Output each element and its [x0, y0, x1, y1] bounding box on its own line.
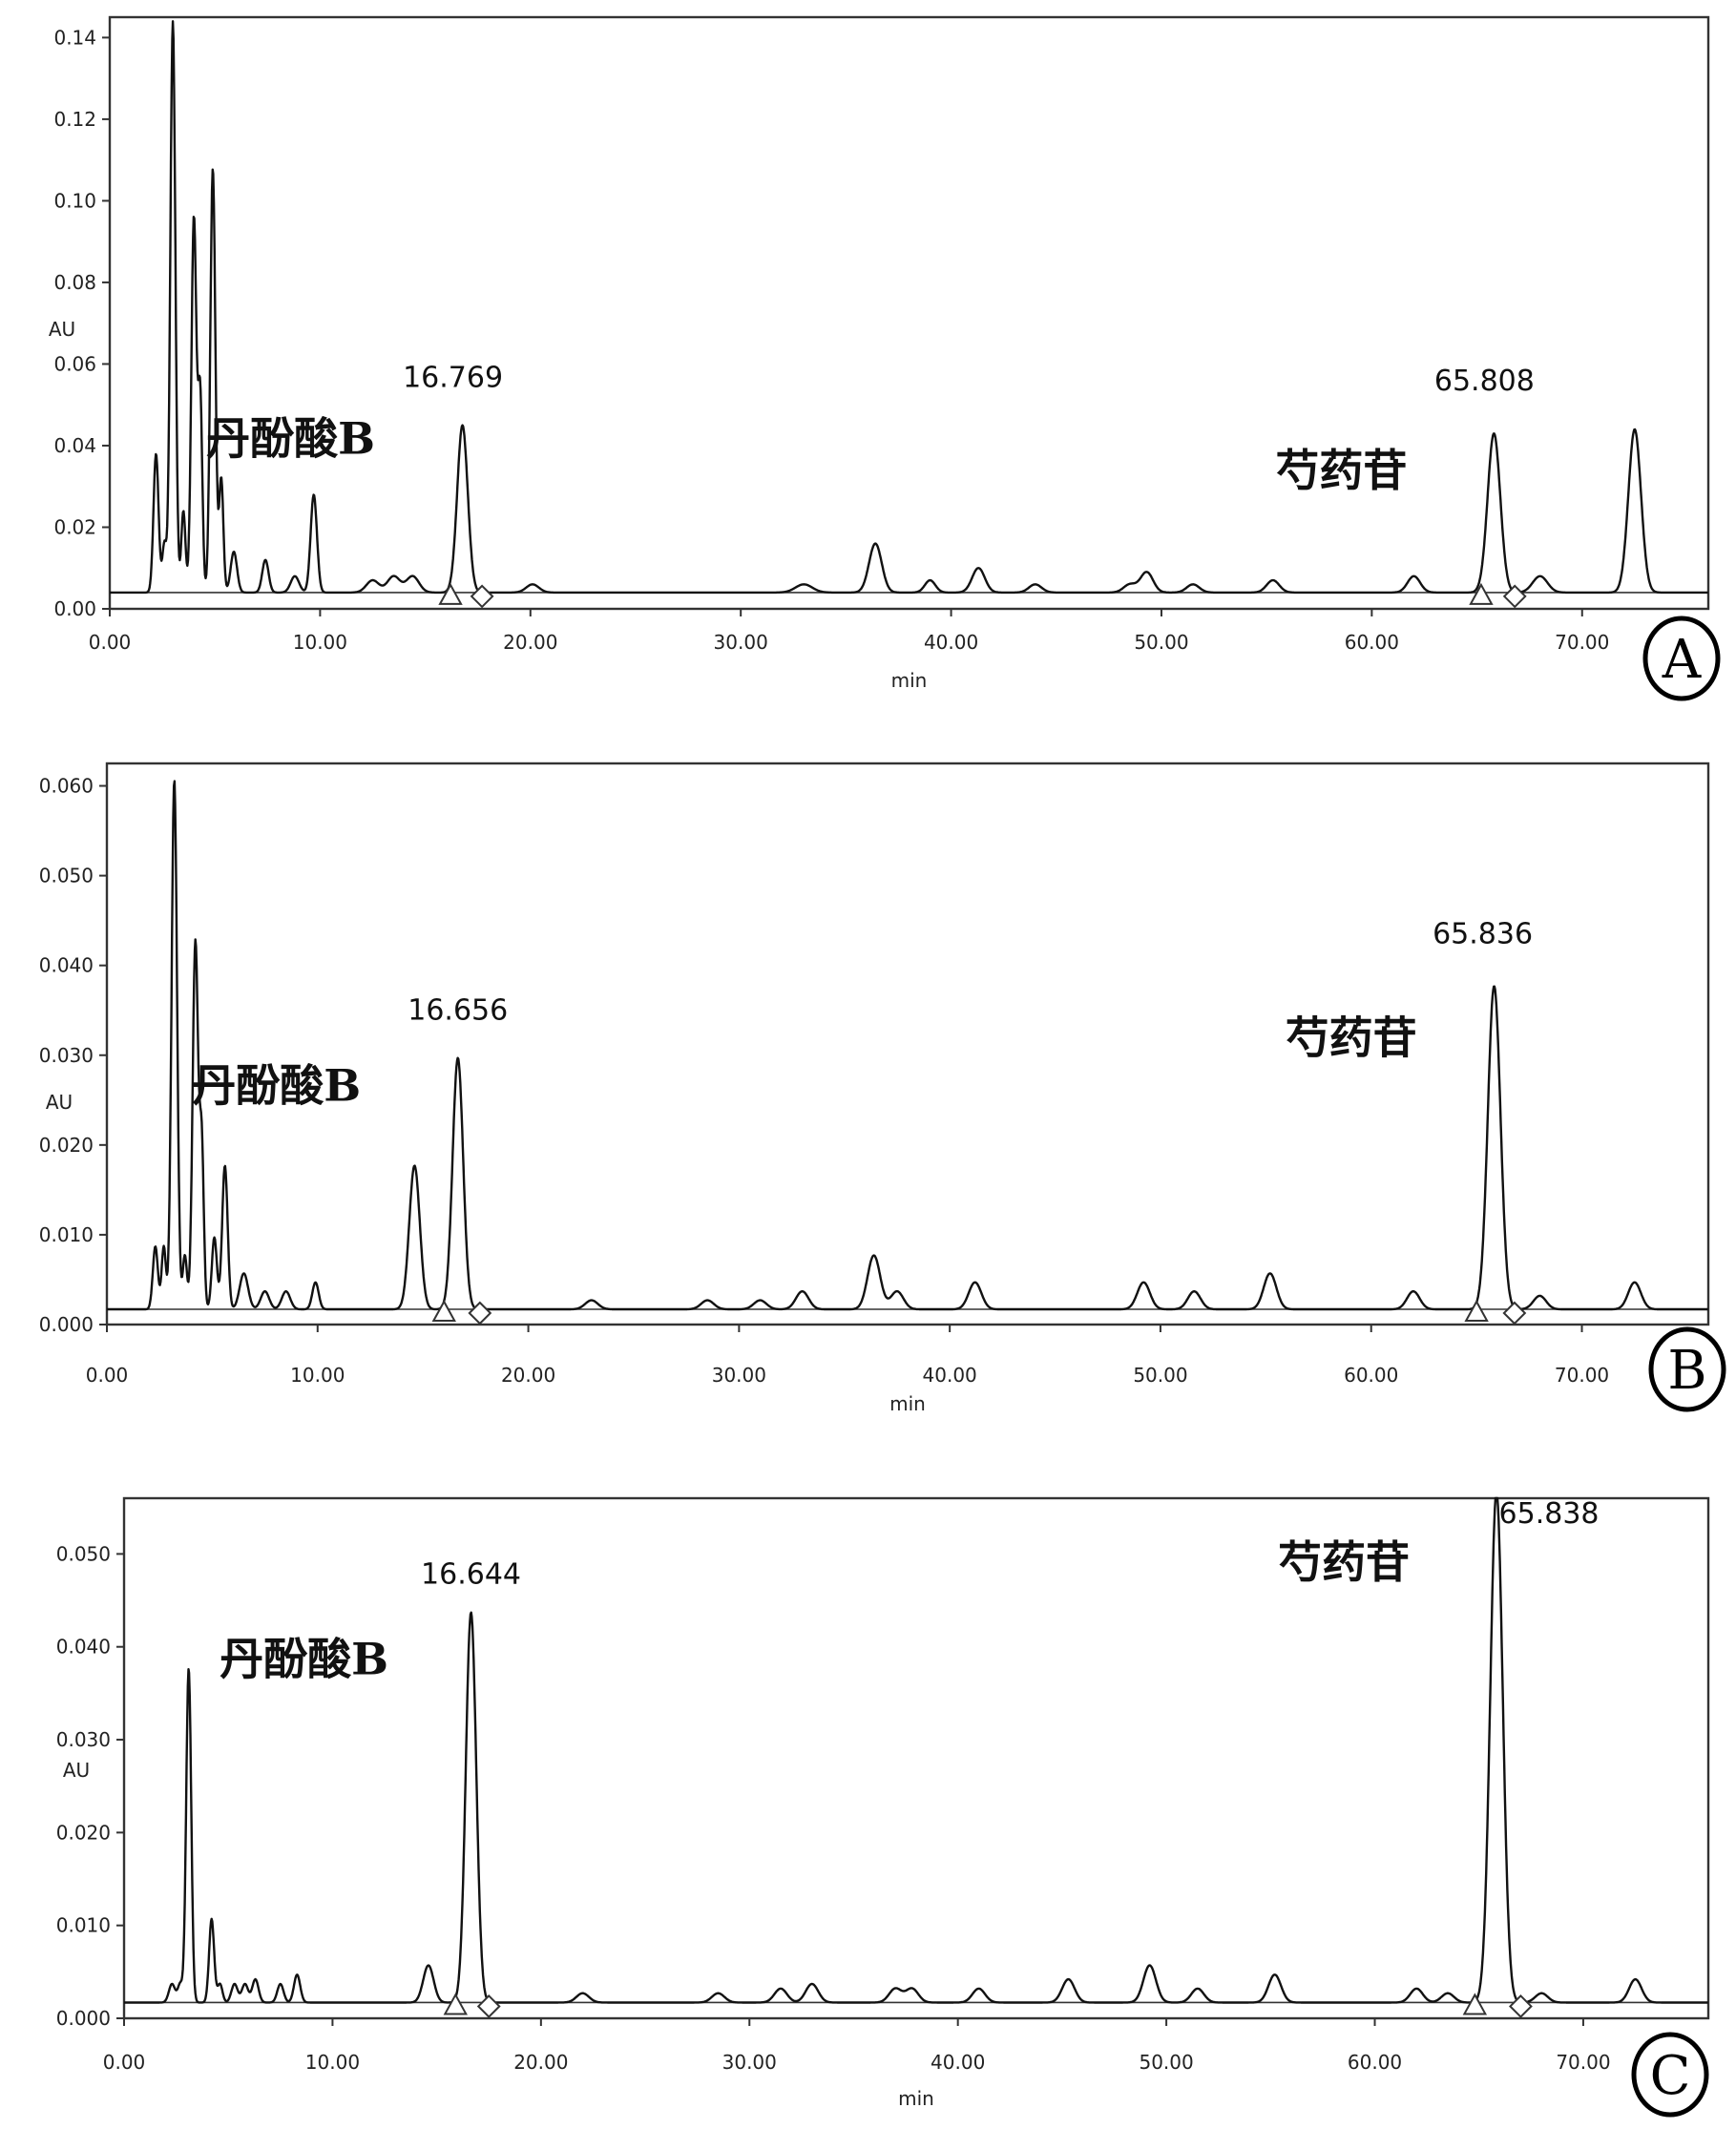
compound-label: 芍药苷 [1286, 1012, 1417, 1063]
y-tick-label: 0.050 [39, 865, 94, 887]
y-tick-label: 0.030 [39, 1044, 94, 1067]
compound-label: 丹酚酸B [220, 1634, 388, 1685]
y-tick-label: 0.010 [56, 1914, 111, 1937]
y-tick-label: 0.020 [56, 1821, 111, 1844]
peak-end-marker [476, 1994, 501, 2018]
x-tick-label: 10.00 [290, 1364, 345, 1387]
y-tick-label: 0.06 [53, 352, 96, 375]
retention-time-label: 65.836 [1433, 917, 1533, 950]
chart-svg-c: 0.000 0.010 0.020 0.030 0.040 0.050 AU 0.00 10.0… [56, 1496, 1710, 2118]
y-tick-label: 0.000 [56, 2007, 111, 2030]
x-tick-label: 0.00 [86, 1364, 129, 1387]
y-tick-label: 0.020 [39, 1134, 94, 1157]
retention-time-label: 16.644 [421, 1558, 521, 1592]
retention-time-label: 16.656 [408, 994, 508, 1028]
y-tick-label: 0.030 [56, 1728, 111, 1751]
y-tick-label: 0.040 [56, 1636, 111, 1659]
x-tick-label: 0.00 [103, 2051, 146, 2074]
chromatogram-trace [106, 780, 1709, 1311]
y-tick-label: 0.060 [39, 775, 94, 798]
x-tick-label: 40.00 [923, 1364, 977, 1387]
panel-letter: A [1662, 629, 1702, 691]
panel-letter: B [1667, 1340, 1706, 1402]
x-tick-label: 0.00 [89, 631, 132, 654]
x-tick-label: 20.00 [501, 1364, 555, 1387]
compound-label: 丹酚酸B [206, 413, 375, 465]
peak-end-marker [1509, 1994, 1533, 2018]
x-axis-label: min [889, 1392, 926, 1415]
x-tick-label: 40.00 [924, 631, 978, 654]
peak-start-marker [438, 582, 463, 605]
retention-time-label: 65.808 [1434, 365, 1535, 398]
x-tick-label: 10.00 [305, 2051, 360, 2074]
x-axis-label: min [891, 669, 928, 692]
peak-start-marker [443, 1993, 468, 2015]
x-tick-label: 60.00 [1345, 631, 1399, 654]
x-tick-label: 50.00 [1133, 1364, 1187, 1387]
y-tick-label: 0.14 [53, 26, 96, 49]
x-tick-label: 30.00 [712, 1364, 766, 1387]
y-tick-label: 0.040 [39, 954, 94, 977]
plot-frame [105, 762, 1710, 1326]
peak-start-marker [1462, 1993, 1488, 2015]
x-tick-label: 70.00 [1556, 2051, 1610, 2074]
y-tick-label: 0.08 [53, 271, 96, 294]
y-tick-label: 0.050 [56, 1542, 111, 1565]
chromatogram-a: 0.00 0.02 0.04 0.06 0.08 0.10 0.12 0.14 AU 0.00 10… [0, 0, 1736, 711]
chromatogram-b: 0.000 0.010 0.020 0.030 0.040 0.050 0.060 AU 0.0… [0, 725, 1736, 1427]
x-axis-label: min [898, 2087, 934, 2110]
y-tick-label: 0.010 [39, 1223, 94, 1246]
x-tick-label: 20.00 [513, 2051, 568, 2074]
panel-letter: C [1650, 2045, 1691, 2107]
x-tick-label: 70.00 [1555, 631, 1609, 654]
x-tick-label: 60.00 [1344, 1364, 1398, 1387]
panel-letter-circle [1642, 616, 1721, 701]
chromatogram-trace [123, 1496, 1709, 2004]
compound-label: 芍药苷 [1275, 445, 1407, 496]
y-axis-label: AU [63, 1759, 90, 1782]
x-tick-label: 50.00 [1139, 2051, 1193, 2074]
compound-label: 芍药苷 [1278, 1536, 1410, 1588]
x-tick-label: 30.00 [714, 631, 768, 654]
panel-letter-circle [1648, 1326, 1726, 1412]
plot-frame [122, 1496, 1710, 2020]
y-tick-label: 0.00 [53, 597, 96, 620]
y-tick-label: 0.10 [53, 189, 96, 212]
x-tick-label: 60.00 [1348, 2051, 1402, 2074]
x-tick-label: 20.00 [503, 631, 557, 654]
x-tick-label: 50.00 [1134, 631, 1188, 654]
chromatogram-c: 0.000 0.010 0.020 0.030 0.040 0.050 AU 0.00 10.0… [0, 1431, 1736, 2129]
compound-label: 丹酚酸B [192, 1060, 361, 1112]
plot-frame [108, 15, 1710, 611]
y-tick-label: 0.04 [53, 434, 96, 457]
y-axis-label: AU [46, 1091, 73, 1114]
x-tick-label: 30.00 [722, 2051, 777, 2074]
peak-start-marker [431, 1299, 456, 1323]
x-tick-label: 10.00 [293, 631, 347, 654]
panel-letter-circle [1631, 2032, 1709, 2118]
chart-svg-b: 0.000 0.010 0.020 0.030 0.040 0.050 0.060 AU 0.0… [39, 762, 1726, 1415]
peak-end-marker [470, 584, 494, 609]
chromatogram-trace [109, 20, 1709, 595]
peak-end-marker [468, 1301, 492, 1325]
y-tick-label: 0.000 [39, 1313, 94, 1336]
y-axis-label: AU [49, 318, 75, 341]
x-tick-label: 40.00 [931, 2051, 985, 2074]
retention-time-label: 16.769 [403, 362, 503, 395]
retention-time-label: 65.838 [1499, 1497, 1600, 1531]
peak-start-marker [1469, 582, 1494, 605]
y-tick-label: 0.02 [53, 515, 96, 538]
y-tick-label: 0.12 [53, 108, 96, 131]
peak-end-marker [1502, 1301, 1527, 1325]
x-tick-label: 70.00 [1555, 1364, 1609, 1387]
peak-start-marker [1464, 1299, 1489, 1323]
chart-svg-a: 0.00 0.02 0.04 0.06 0.08 0.10 0.12 0.14 AU 0.00 10… [49, 15, 1721, 701]
peak-end-marker [1502, 584, 1527, 609]
